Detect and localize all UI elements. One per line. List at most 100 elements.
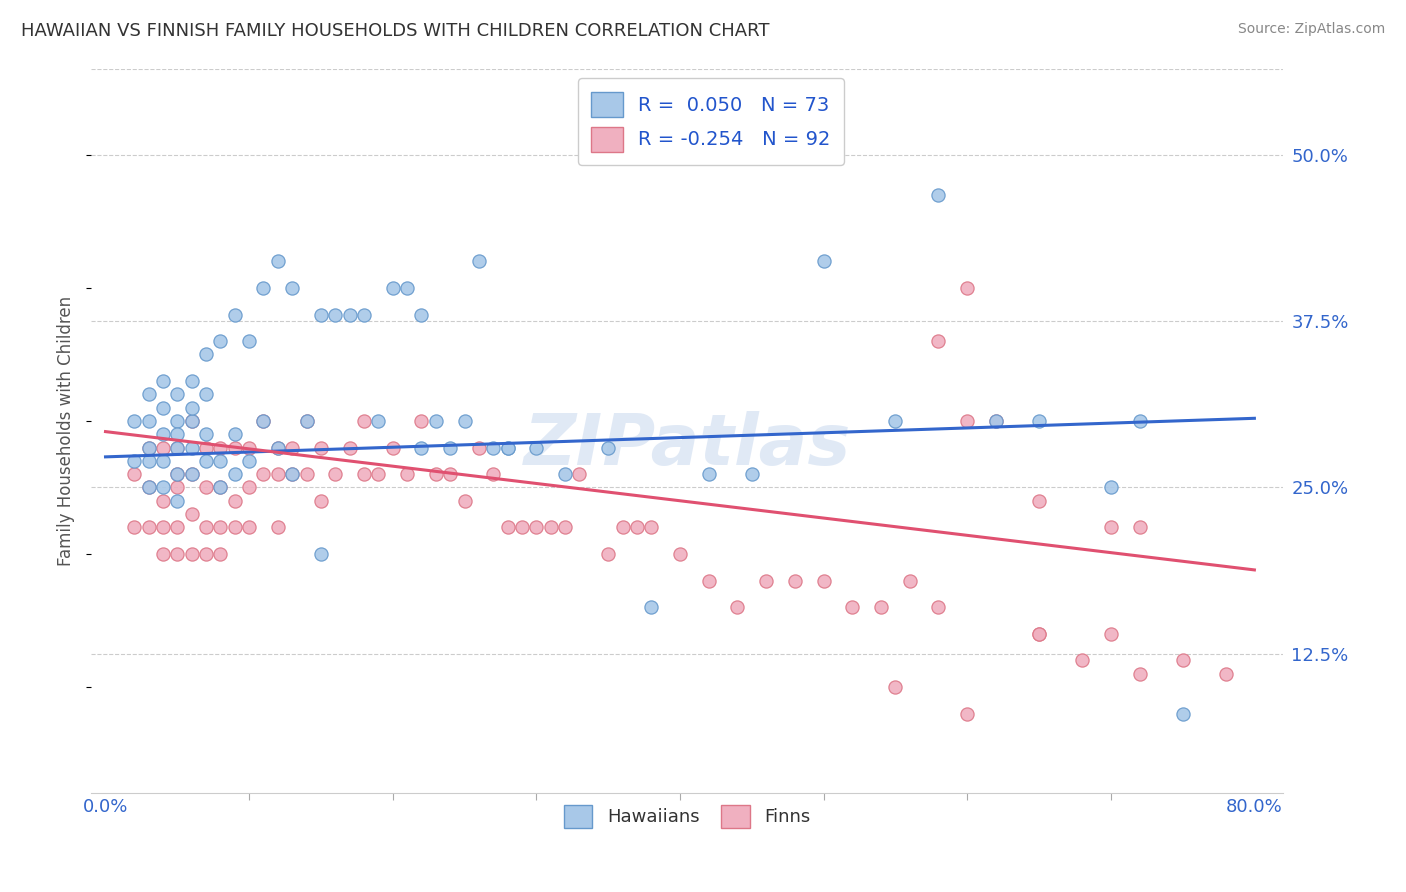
Point <box>166 427 188 442</box>
Point <box>339 308 361 322</box>
Point <box>1128 666 1150 681</box>
Point <box>755 574 778 588</box>
Point <box>309 493 332 508</box>
Point <box>180 467 202 482</box>
Point <box>309 547 332 561</box>
Point <box>138 441 160 455</box>
Point <box>166 414 188 428</box>
Point <box>209 334 232 348</box>
Point <box>1128 414 1150 428</box>
Point <box>411 441 433 455</box>
Point <box>209 520 232 534</box>
Point <box>180 467 202 482</box>
Point <box>180 374 202 388</box>
Point <box>669 547 692 561</box>
Point <box>626 520 648 534</box>
Point <box>367 414 389 428</box>
Point <box>152 480 174 494</box>
Point <box>267 441 290 455</box>
Point <box>1099 520 1122 534</box>
Point <box>568 467 591 482</box>
Point <box>252 281 274 295</box>
Point <box>884 680 907 694</box>
Point <box>122 520 145 534</box>
Point <box>252 414 274 428</box>
Point <box>152 454 174 468</box>
Legend: Hawaiians, Finns: Hawaiians, Finns <box>557 797 818 835</box>
Point <box>813 574 835 588</box>
Point <box>496 520 519 534</box>
Point <box>138 414 160 428</box>
Point <box>956 414 979 428</box>
Point <box>166 467 188 482</box>
Point <box>640 600 662 615</box>
Point <box>453 414 475 428</box>
Point <box>166 480 188 494</box>
Point <box>884 414 907 428</box>
Point <box>309 308 332 322</box>
Point <box>252 414 274 428</box>
Point <box>138 480 160 494</box>
Text: Source: ZipAtlas.com: Source: ZipAtlas.com <box>1237 22 1385 37</box>
Point <box>640 520 662 534</box>
Point <box>195 520 218 534</box>
Point <box>496 441 519 455</box>
Point <box>138 387 160 401</box>
Point <box>524 441 547 455</box>
Point <box>238 454 260 468</box>
Point <box>195 441 218 455</box>
Point <box>195 347 218 361</box>
Point <box>267 520 290 534</box>
Point <box>927 187 949 202</box>
Point <box>323 467 346 482</box>
Point <box>396 281 419 295</box>
Point <box>224 493 246 508</box>
Point <box>453 493 475 508</box>
Point <box>482 467 505 482</box>
Point <box>524 520 547 534</box>
Point <box>267 254 290 268</box>
Point <box>281 441 304 455</box>
Point <box>209 441 232 455</box>
Point <box>195 454 218 468</box>
Text: HAWAIIAN VS FINNISH FAMILY HOUSEHOLDS WITH CHILDREN CORRELATION CHART: HAWAIIAN VS FINNISH FAMILY HOUSEHOLDS WI… <box>21 22 769 40</box>
Point <box>166 493 188 508</box>
Point <box>281 467 304 482</box>
Point <box>425 467 447 482</box>
Point <box>870 600 893 615</box>
Point <box>180 441 202 455</box>
Point <box>1215 666 1237 681</box>
Point <box>927 334 949 348</box>
Point <box>138 520 160 534</box>
Point <box>353 308 375 322</box>
Point <box>281 467 304 482</box>
Point <box>540 520 562 534</box>
Point <box>510 520 533 534</box>
Point <box>468 254 491 268</box>
Point <box>209 454 232 468</box>
Point <box>252 467 274 482</box>
Point <box>138 454 160 468</box>
Point <box>1099 480 1122 494</box>
Point <box>956 281 979 295</box>
Point <box>180 414 202 428</box>
Point <box>984 414 1007 428</box>
Point <box>381 441 404 455</box>
Point <box>598 441 620 455</box>
Point <box>138 480 160 494</box>
Point <box>323 308 346 322</box>
Point <box>425 414 447 428</box>
Point <box>1071 653 1094 667</box>
Point <box>122 467 145 482</box>
Point <box>1028 414 1050 428</box>
Point <box>166 547 188 561</box>
Point <box>396 467 419 482</box>
Point <box>180 507 202 521</box>
Point <box>956 706 979 721</box>
Point <box>224 467 246 482</box>
Point <box>381 281 404 295</box>
Point <box>209 480 232 494</box>
Point <box>152 547 174 561</box>
Point <box>180 414 202 428</box>
Point <box>411 414 433 428</box>
